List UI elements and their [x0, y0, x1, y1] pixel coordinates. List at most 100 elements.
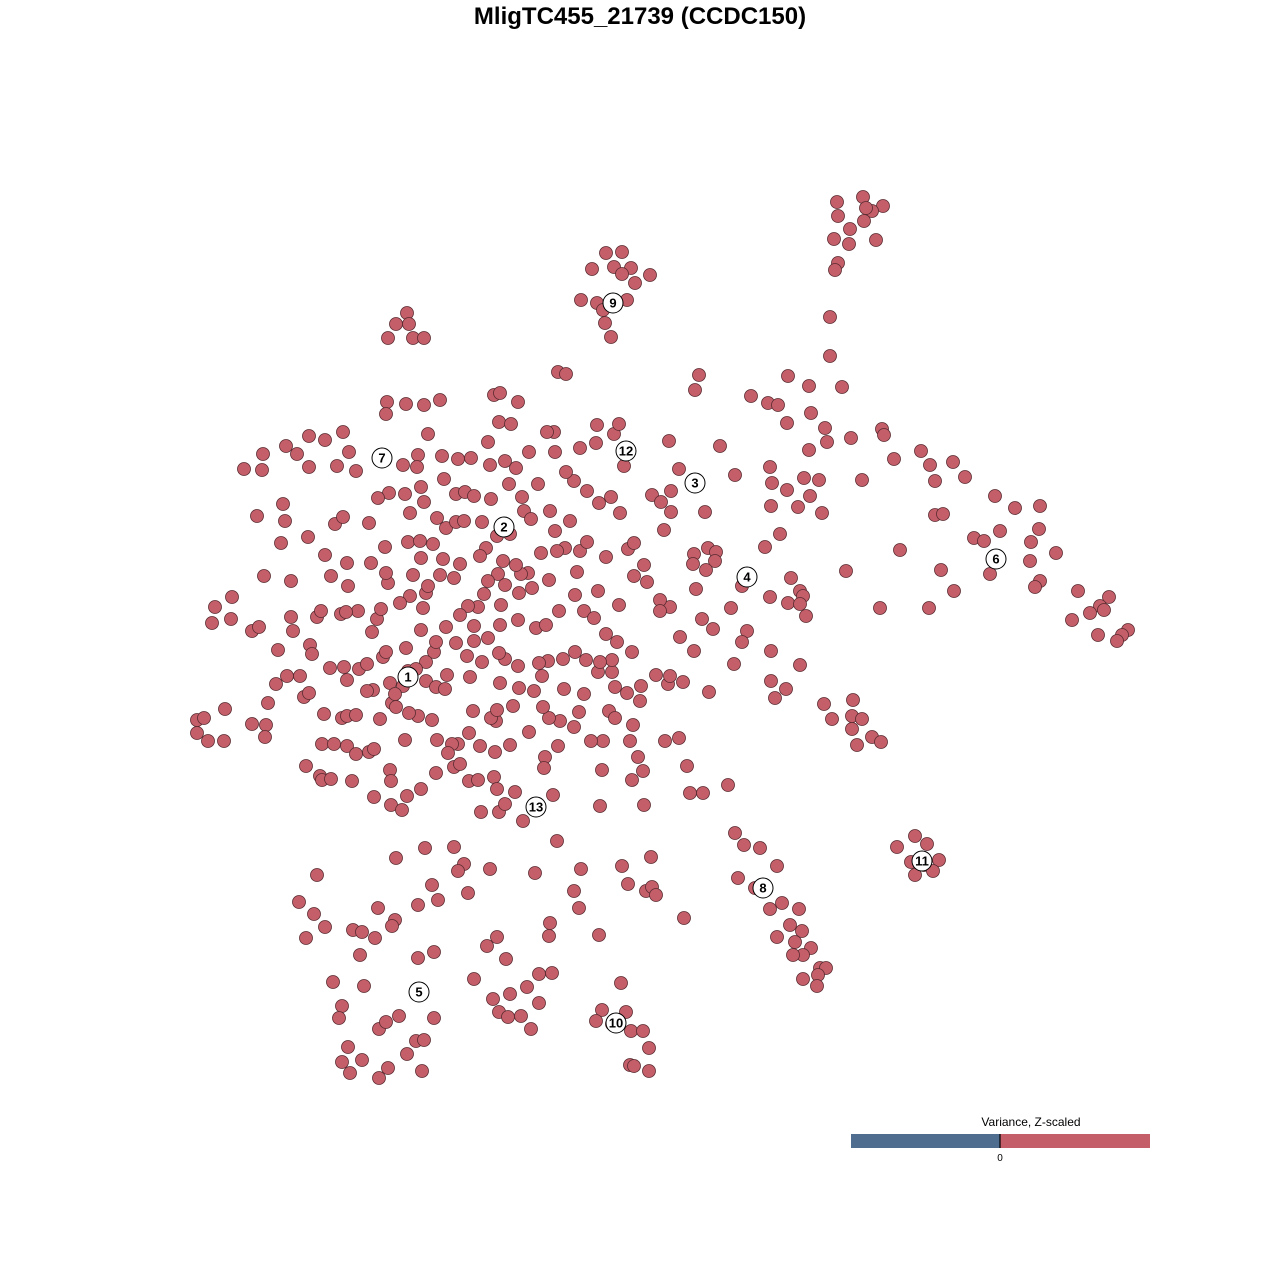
- cluster-label: 5: [408, 981, 430, 1003]
- data-point: [621, 877, 635, 891]
- data-point: [417, 331, 431, 345]
- data-point: [374, 602, 388, 616]
- data-point: [280, 669, 294, 683]
- data-point: [318, 548, 332, 562]
- data-point: [946, 455, 960, 469]
- cluster-label-circle: [615, 440, 637, 462]
- data-point: [764, 644, 778, 658]
- cluster-label-circle: [605, 1012, 627, 1034]
- data-point: [548, 445, 562, 459]
- data-point: [467, 619, 481, 633]
- data-point: [501, 1010, 515, 1024]
- data-point: [355, 1053, 369, 1067]
- data-point: [557, 682, 571, 696]
- data-point: [698, 505, 712, 519]
- data-point: [527, 684, 541, 698]
- data-point: [349, 747, 363, 761]
- cluster-label-circle: [525, 796, 547, 818]
- data-point: [218, 702, 232, 716]
- data-point: [1049, 546, 1063, 560]
- data-point: [572, 901, 586, 915]
- data-point: [252, 620, 266, 634]
- data-point: [687, 644, 701, 658]
- data-point: [591, 584, 605, 598]
- data-point: [336, 510, 350, 524]
- data-point: [1102, 590, 1116, 604]
- data-point: [471, 773, 485, 787]
- data-point: [1032, 522, 1046, 536]
- data-point: [843, 222, 857, 236]
- data-point: [389, 317, 403, 331]
- data-point: [850, 738, 864, 752]
- cluster-label-text: 4: [743, 570, 751, 585]
- data-point: [855, 473, 869, 487]
- cluster-label-text: 9: [609, 296, 616, 311]
- data-point: [335, 999, 349, 1013]
- data-point: [349, 708, 363, 722]
- data-point: [494, 598, 508, 612]
- data-point: [552, 604, 566, 618]
- data-point: [190, 726, 204, 740]
- legend-low-bar: [851, 1134, 1000, 1148]
- data-point: [532, 967, 546, 981]
- data-point: [414, 623, 428, 637]
- cluster-label-text: 1: [404, 670, 411, 685]
- data-point: [302, 460, 316, 474]
- data-point: [624, 1024, 638, 1038]
- data-point: [477, 587, 491, 601]
- data-point: [447, 571, 461, 585]
- data-point: [466, 704, 480, 718]
- data-point: [546, 788, 560, 802]
- data-point: [802, 443, 816, 457]
- data-point: [580, 484, 594, 498]
- data-point: [580, 535, 594, 549]
- data-point: [532, 656, 546, 670]
- data-point: [631, 750, 645, 764]
- data-point: [379, 645, 393, 659]
- data-point: [1091, 628, 1105, 642]
- data-point: [932, 853, 946, 867]
- data-point: [584, 734, 598, 748]
- data-point: [708, 554, 722, 568]
- data-point: [269, 677, 283, 691]
- data-point: [688, 383, 702, 397]
- data-point: [633, 694, 647, 708]
- data-point: [1023, 554, 1037, 568]
- legend-tick-label: 0: [997, 1153, 1003, 1164]
- data-point: [515, 490, 529, 504]
- data-point: [692, 368, 706, 382]
- data-point: [735, 635, 749, 649]
- data-point: [615, 859, 629, 873]
- data-point: [771, 398, 785, 412]
- data-point: [542, 929, 556, 943]
- data-point: [612, 598, 626, 612]
- data-point: [388, 687, 402, 701]
- legend-high-bar: [1000, 1134, 1150, 1148]
- cluster-label-text: 12: [619, 444, 633, 459]
- data-point: [604, 330, 618, 344]
- data-point: [663, 669, 677, 683]
- cluster-label: 6: [985, 548, 1007, 570]
- data-point: [380, 395, 394, 409]
- cluster-label-text: 8: [759, 881, 766, 896]
- data-point: [453, 608, 467, 622]
- data-point: [653, 604, 667, 618]
- data-point: [430, 733, 444, 747]
- data-point: [433, 393, 447, 407]
- data-point: [617, 459, 631, 473]
- data-point: [430, 511, 444, 525]
- data-point: [384, 774, 398, 788]
- data-point: [504, 417, 518, 431]
- data-point: [416, 601, 430, 615]
- data-point: [791, 500, 805, 514]
- data-point: [389, 851, 403, 865]
- data-point: [535, 669, 549, 683]
- data-point: [302, 429, 316, 443]
- data-point: [284, 610, 298, 624]
- data-point: [429, 766, 443, 780]
- cluster-label-circle: [371, 447, 393, 469]
- data-point: [823, 349, 837, 363]
- data-point: [543, 916, 557, 930]
- data-point: [543, 504, 557, 518]
- data-point: [642, 1041, 656, 1055]
